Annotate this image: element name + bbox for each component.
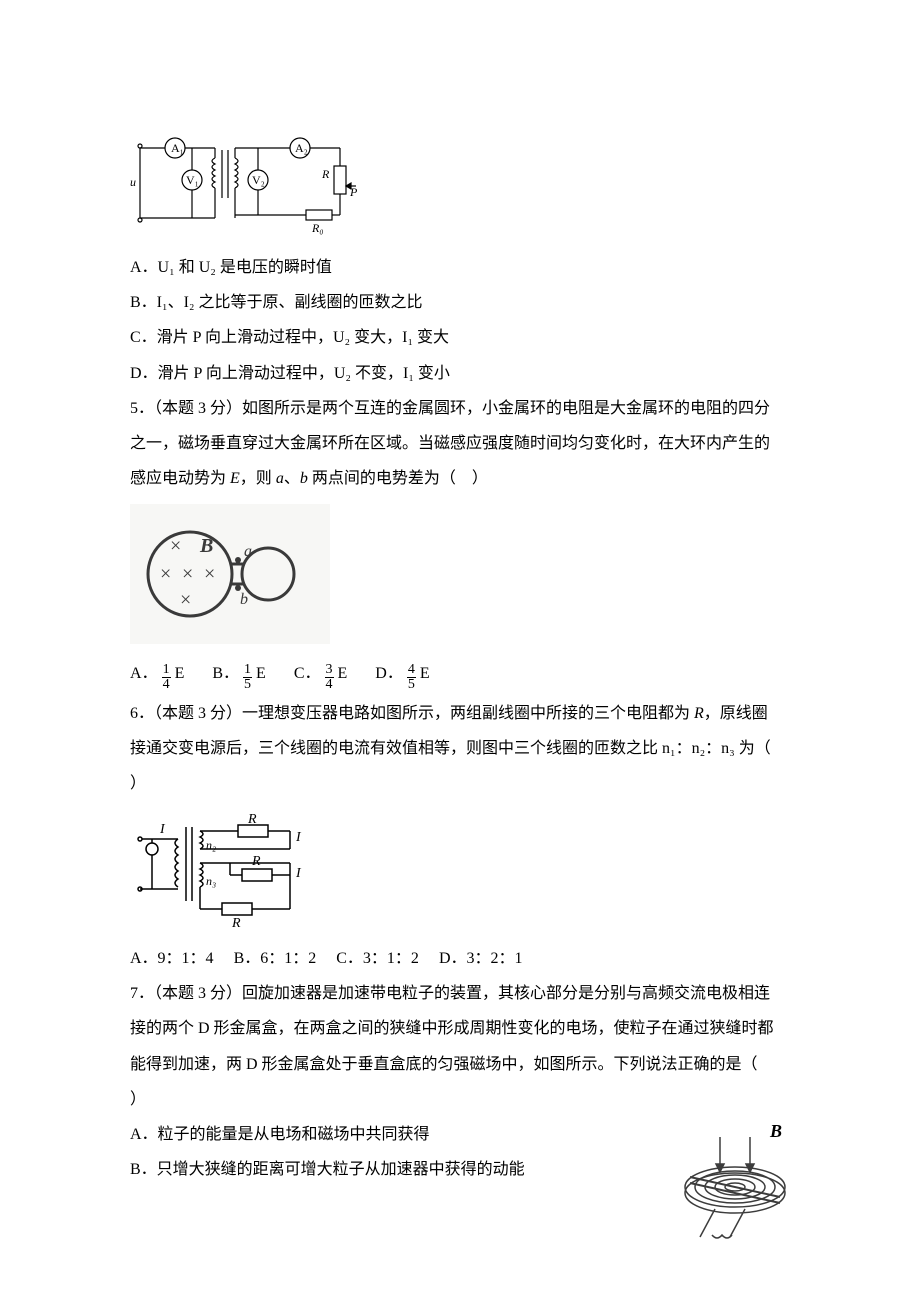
- svg-text:I: I: [295, 830, 302, 845]
- svg-text:R: R: [247, 812, 257, 827]
- option-a: A．U₁ 和 U₂ 是电压的瞬时值: [130, 250, 800, 285]
- q6-stem-line2: 接通交变电源后，三个线圈的电流有效值相等，则图中三个线圈的匝数之比 n₁：n₂：…: [130, 731, 800, 766]
- label-a1: A₁: [171, 141, 184, 155]
- q7-option-b: B．只增大狭缝的距离可增大粒子从加速器中获得的动能: [130, 1152, 670, 1187]
- q7-stem-line2: 接的两个 D 形金属盒，在两盒之间的狭缝中形成周期性变化的电场，使粒子在通过狭缝…: [130, 1011, 800, 1046]
- svg-text:n₂: n₂: [206, 838, 216, 852]
- q5-stem-line1: 5．（本题 3 分）如图所示是两个互连的金属圆环，小金属环的电阻是大金属环的电阻…: [130, 391, 800, 426]
- svg-text:n₃: n₃: [206, 874, 216, 888]
- q6-choices: A．9：1：4 B．6：1：2 C．3：1：2 D．3：2：1: [130, 941, 800, 976]
- q5-stem-line2: 之一，磁场垂直穿过大金属环所在区域。当磁感应强度随时间均匀变化时，在大环内产生的: [130, 426, 800, 461]
- label-u: u: [130, 175, 136, 189]
- svg-text:×: ×: [170, 535, 181, 557]
- svg-text:B: B: [199, 535, 213, 557]
- q7-option-a: A．粒子的能量是从电场和磁场中共同获得: [130, 1117, 670, 1152]
- q7-diagram: B: [670, 1117, 800, 1247]
- q5-choice-a: A． 14 E: [130, 656, 184, 691]
- option-d: D．滑片 P 向上滑动过程中，U₂ 不变，I₁ 变小: [130, 356, 800, 391]
- q5-choice-b: B． 15 E: [212, 656, 265, 691]
- label-v2: V₂: [252, 173, 265, 187]
- svg-text:a: a: [244, 543, 252, 560]
- q5-choices: A． 14 E B． 15 E C． 34 E D． 45 E: [130, 656, 800, 691]
- q6-choice-b: B．6：1：2: [234, 950, 317, 967]
- q6-diagram: I R I n₂ n₃ R I R: [130, 809, 800, 929]
- svg-text:R: R: [231, 916, 241, 929]
- option-b: B．I₁、I₂ 之比等于原、副线圈的匝数之比: [130, 285, 800, 320]
- q5-stem-line3: 感应电动势为 E，则 a、b 两点间的电势差为（ ）: [130, 461, 800, 496]
- label-p: P: [349, 185, 358, 199]
- svg-text:×: ×: [204, 563, 215, 585]
- transformer-diagram: A₁ A₂ V₁ V₂ u R P R₀: [130, 128, 800, 238]
- svg-text:I: I: [295, 866, 302, 881]
- q6-stem-line3: ）: [130, 766, 800, 801]
- label-a2: A₂: [295, 141, 308, 155]
- svg-text:×: ×: [160, 563, 171, 585]
- q7-stem-line1: 7．（本题 3 分）回旋加速器是加速带电粒子的装置，其核心部分是分别与高频交流电…: [130, 976, 800, 1011]
- q6-stem-line1: 6．（本题 3 分）一理想变压器电路如图所示，两组副线圈中所接的三个电阻都为 R…: [130, 696, 800, 731]
- q5-choice-c: C． 34 E: [294, 656, 347, 691]
- q5-choice-d: D． 45 E: [375, 656, 429, 691]
- q6-choice-a: A．9：1：4: [130, 950, 214, 967]
- svg-text:R: R: [251, 854, 261, 869]
- q7-stem-line3: 能得到加速，两 D 形金属盒处于垂直盒底的匀强磁场中，如图所示。下列说法正确的是…: [130, 1047, 800, 1082]
- option-c: C．滑片 P 向上滑动过程中，U₂ 变大，I₁ 变大: [130, 320, 800, 355]
- label-r: R: [321, 167, 330, 181]
- q6-choice-c: C．3：1：2: [336, 950, 419, 967]
- svg-text:I: I: [159, 822, 166, 837]
- svg-text:B: B: [769, 1121, 782, 1141]
- svg-text:b: b: [240, 591, 248, 608]
- q6-choice-d: D．3：2：1: [439, 950, 523, 967]
- q7-stem-line4: ）: [130, 1082, 800, 1117]
- label-r0: R₀: [311, 221, 324, 235]
- q5-diagram: × B × × × × a b: [130, 504, 800, 644]
- svg-text:×: ×: [180, 589, 191, 611]
- label-v1: V₁: [186, 173, 199, 187]
- svg-text:×: ×: [182, 563, 193, 585]
